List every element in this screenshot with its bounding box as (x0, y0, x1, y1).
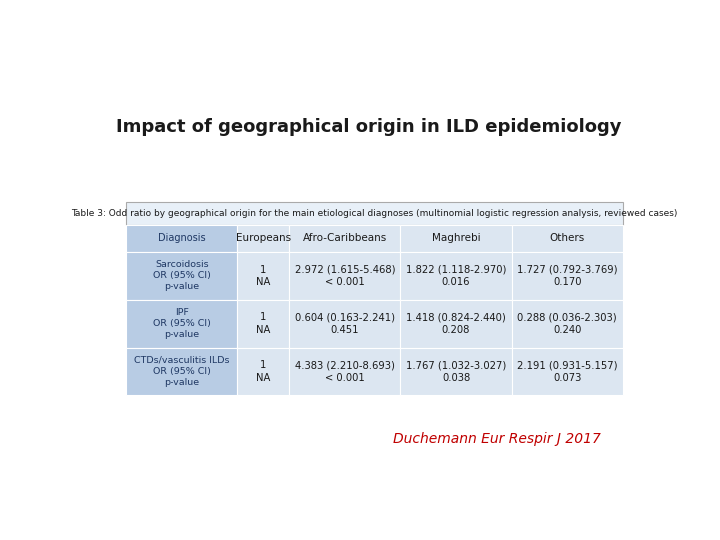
Bar (126, 202, 623, 225)
Bar (238, 225, 289, 252)
Text: Others: Others (549, 233, 585, 244)
Text: 1
NA: 1 NA (256, 313, 271, 335)
Text: 1
NA: 1 NA (256, 360, 271, 383)
Bar (126, 202, 623, 225)
Text: Europeans: Europeans (235, 233, 291, 244)
Text: 1.822 (1.118-2.970)
0.016: 1.822 (1.118-2.970) 0.016 (406, 265, 506, 287)
Text: Afro-Caribbeans: Afro-Caribbeans (302, 233, 387, 244)
Text: CTDs/vasculitis ILDs
OR (95% CI)
p-value: CTDs/vasculitis ILDs OR (95% CI) p-value (134, 356, 230, 387)
Text: Sarcoidosis
OR (95% CI)
p-value: Sarcoidosis OR (95% CI) p-value (153, 260, 211, 292)
Bar (512, 252, 623, 300)
Bar (126, 300, 238, 348)
Text: 2.972 (1.615-5.468)
< 0.001: 2.972 (1.615-5.468) < 0.001 (294, 265, 395, 287)
Bar (400, 252, 512, 300)
Bar (238, 300, 289, 348)
Bar (512, 225, 623, 252)
Text: IPF
OR (95% CI)
p-value: IPF OR (95% CI) p-value (153, 308, 211, 339)
Text: Duchemann Eur Respir J 2017: Duchemann Eur Respir J 2017 (393, 432, 601, 446)
Text: 1
NA: 1 NA (256, 265, 271, 287)
Text: Diagnosis: Diagnosis (158, 233, 206, 244)
Text: 2.191 (0.931-5.157)
0.073: 2.191 (0.931-5.157) 0.073 (517, 360, 618, 383)
Bar (512, 348, 623, 395)
Bar (289, 348, 400, 395)
Bar (126, 348, 238, 395)
Bar (126, 225, 238, 252)
Text: 0.288 (0.036-2.303)
0.240: 0.288 (0.036-2.303) 0.240 (518, 313, 617, 335)
Text: Table 3: Odd ratio by geographical origin for the main etiological diagnoses (mu: Table 3: Odd ratio by geographical origi… (71, 209, 678, 218)
Bar (238, 252, 289, 300)
Text: Maghrebi: Maghrebi (432, 233, 480, 244)
Text: 4.383 (2.210-8.693)
< 0.001: 4.383 (2.210-8.693) < 0.001 (295, 360, 395, 383)
Bar (289, 300, 400, 348)
Bar (400, 300, 512, 348)
Bar (512, 300, 623, 348)
Bar (289, 252, 400, 300)
Text: 1.727 (0.792-3.769)
0.170: 1.727 (0.792-3.769) 0.170 (517, 265, 618, 287)
Text: 1.767 (1.032-3.027)
0.038: 1.767 (1.032-3.027) 0.038 (406, 360, 506, 383)
Bar (126, 252, 238, 300)
Text: Impact of geographical origin in ILD epidemiology: Impact of geographical origin in ILD epi… (116, 118, 622, 136)
Bar (289, 225, 400, 252)
Text: 1.418 (0.824-2.440)
0.208: 1.418 (0.824-2.440) 0.208 (406, 313, 506, 335)
Bar (400, 225, 512, 252)
Bar (238, 348, 289, 395)
Bar (400, 348, 512, 395)
Text: 0.604 (0.163-2.241)
0.451: 0.604 (0.163-2.241) 0.451 (294, 313, 395, 335)
